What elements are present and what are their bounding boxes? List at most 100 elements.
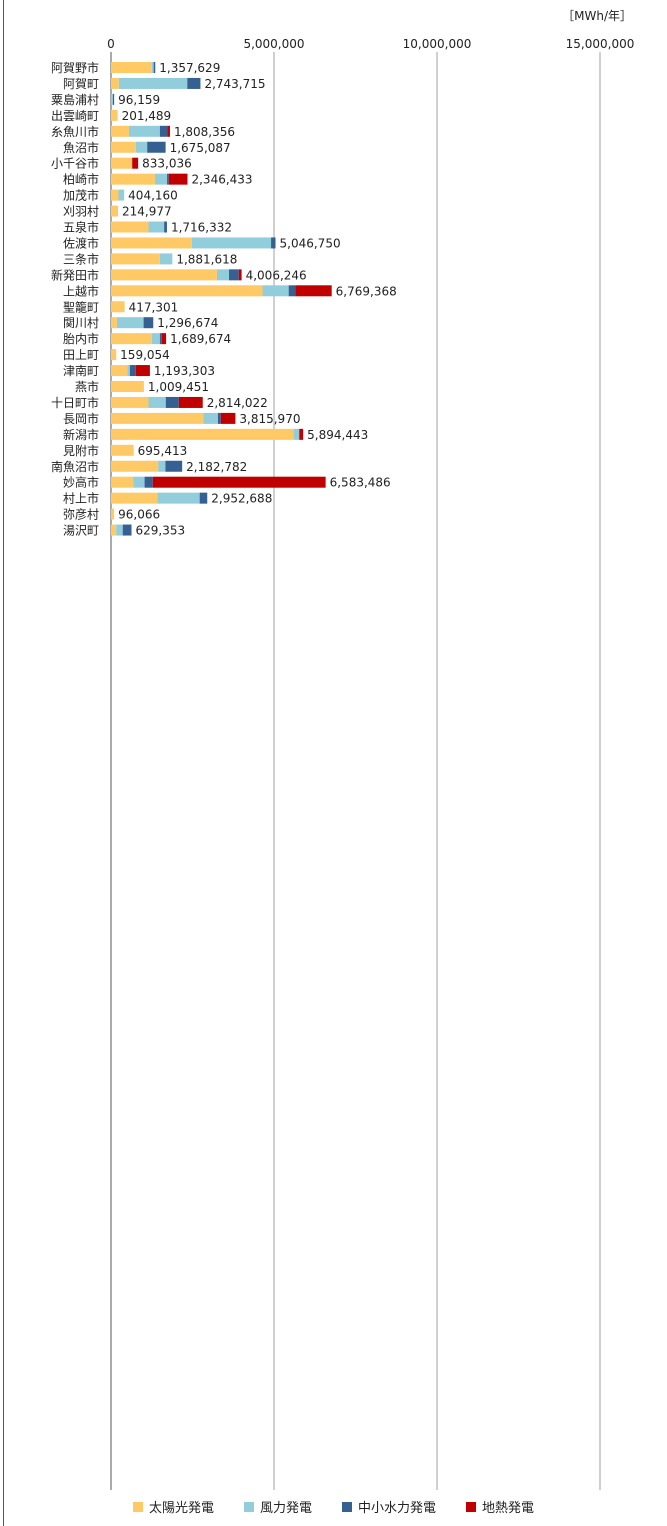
bar-segment [229,269,239,281]
category-label: 出雲崎町 [51,109,99,123]
category-label: 十日町市 [51,395,99,410]
legend-swatch-wind [243,1501,254,1512]
bar-segment [111,365,128,377]
grid-lines [110,52,601,1490]
category-label: 燕市 [75,379,99,394]
total-value-label: 695,413 [138,444,188,458]
bar-segment [159,253,173,265]
bar-segment [293,428,299,440]
category-labels: 阿賀野市阿賀町粟島浦村出雲崎町糸魚川市魚沼市小千谷市柏崎市加茂市刈羽村五泉市佐渡… [51,60,99,538]
total-value-label: 96,066 [118,508,160,522]
bar-segment [167,173,169,185]
legend: 太陽光発電 風力発電 中小水力発電 地熱発電 [0,1497,667,1516]
bar-segment [111,157,133,169]
bar-segment [144,476,153,488]
bar-segment [165,460,183,472]
legend-swatch-solar [132,1501,143,1512]
bar-segment [111,492,158,504]
total-value-label: 1,296,674 [157,316,218,330]
bar-segment [135,141,148,153]
total-value-label: 1,009,451 [148,380,209,394]
bar-segment [118,189,125,201]
total-value-label: 2,743,715 [204,77,265,91]
bar-segment [111,221,149,233]
bar-segment [111,349,117,361]
bar-segment [133,476,145,488]
bar-segment [127,365,130,377]
total-value-label: 3,815,970 [239,412,300,426]
bar-segment [191,237,272,249]
bar-segment [216,269,230,281]
legend-item-geothermal: 地熱発電 [466,1497,534,1516]
category-label: 柏崎市 [63,172,99,187]
total-value-label: 5,046,750 [280,236,341,250]
total-value-label: 417,301 [129,300,179,314]
bar-segment [288,285,296,297]
category-label: 南魚沼市 [51,459,99,474]
bar-segment [168,173,188,185]
total-value-labels: 1,357,629 2,743,715 96,159 201,4891,808,356… [118,61,397,538]
bar-segment [298,428,300,440]
bar-segment [111,77,119,89]
bar-segment [161,333,167,345]
bar-segment [111,412,204,424]
bar-segment [178,396,203,408]
bar-segment [111,460,159,472]
total-value-label: 159,054 [120,348,170,362]
left-border-line [3,0,4,1526]
bar-segment [122,524,132,536]
bar-segment [111,301,125,313]
bar-segment [111,205,119,217]
unit-label: ［MWh/年］ [562,9,632,23]
total-value-label: 1,193,303 [154,364,215,378]
bar-segment [132,157,139,169]
legend-item-hydro: 中小水力発電 [342,1497,436,1516]
total-value-label: 96,159 [118,93,160,107]
bar-segment [187,77,201,89]
bar-segment [111,317,117,329]
category-label: 佐渡市 [63,235,99,250]
bar-segment [159,125,168,137]
total-value-label: 2,182,782 [186,460,247,474]
bar-segment [151,333,160,345]
total-value-label: 1,881,618 [176,252,237,266]
total-value-label: 1,689,674 [170,332,231,346]
legend-item-wind: 風力発電 [243,1497,312,1516]
bar-segment [167,125,170,137]
bar-segment [128,125,160,137]
bar-segment [158,460,166,472]
category-label: 関川村 [63,316,99,330]
x-tick-label: 5,000,000 [243,37,304,51]
bar-segment [165,396,179,408]
category-label: 新潟市 [63,427,99,442]
bar-segment [203,412,218,424]
total-value-label: 1,808,356 [174,125,235,139]
bar-segment [299,428,304,440]
total-value-label: 833,036 [142,157,192,171]
total-value-label: 4,006,246 [246,268,307,282]
bar-segment [112,93,115,105]
bar-segment [143,317,154,329]
legend-label-geothermal: 地熱発電 [482,1501,535,1516]
bar-segment [295,285,332,297]
total-value-label: 5,894,443 [307,428,368,442]
bars [111,62,332,536]
bar-segment [220,412,236,424]
category-label: 小千谷市 [51,156,99,171]
category-label: 加茂市 [63,188,99,203]
bar-segment [148,396,166,408]
bar-segment [164,221,167,233]
bar-segment [111,173,156,185]
bar-segment [111,93,113,105]
total-value-label: 629,353 [136,524,186,538]
total-value-label: 1,675,087 [170,141,231,155]
bar-segment [111,125,129,137]
bar-segment [111,444,134,456]
legend-swatch-geothermal [466,1501,477,1512]
total-value-label: 214,977 [122,205,172,219]
category-label: 刈羽村 [63,205,99,219]
bar-segment [238,269,242,281]
bar-segment [111,524,117,536]
bar-segment [111,189,119,201]
bar-segment [111,253,160,265]
